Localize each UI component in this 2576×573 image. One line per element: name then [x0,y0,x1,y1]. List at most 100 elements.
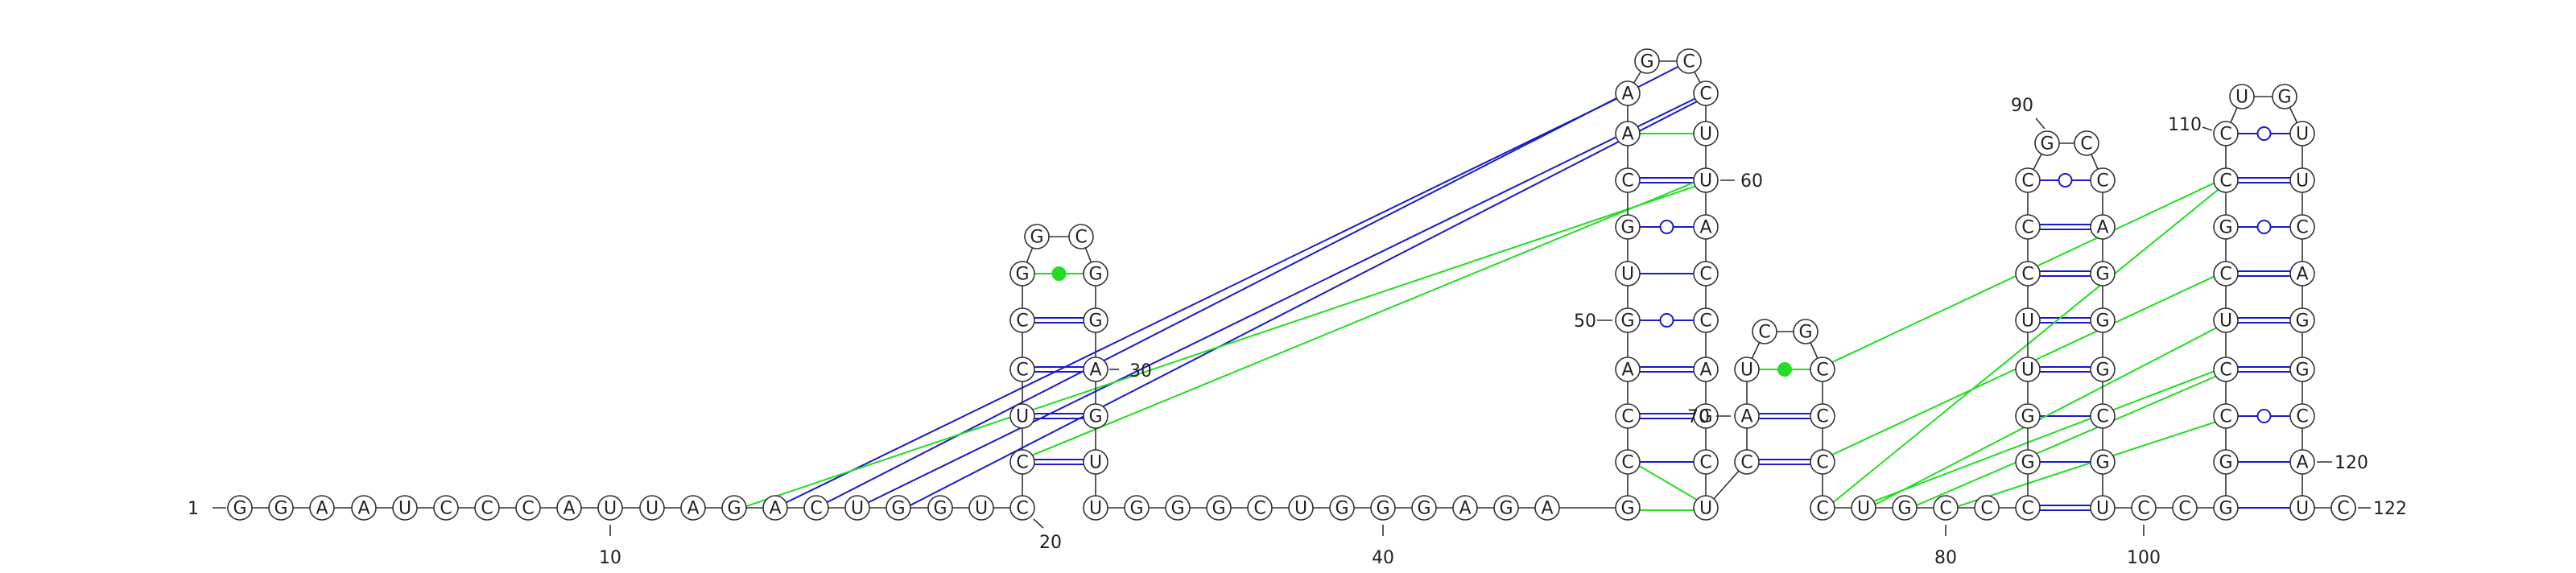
nucleotide: U [1693,167,1719,193]
base-pair-line [774,93,1629,509]
nucleotide-circle [2213,357,2239,382]
nucleotide-letter: C [2096,171,2108,192]
nucleotide: C [1009,495,1035,521]
nucleotide-letter: G [2095,453,2109,473]
position-number: 80 [1934,548,1957,568]
nucleotide-circle [392,495,418,521]
nucleotide-letter: U [975,499,988,519]
nucleotide: G [2213,214,2239,240]
nucleotide-circle [2090,495,2116,521]
base-pair-line [734,181,1707,511]
nucleotide: G [2015,403,2041,429]
nucleotide-circle [1615,80,1641,106]
nucleotide-letter: C [1621,453,1633,473]
nucleotide: G [2090,261,2116,286]
nucleotide-letter: C [2021,218,2033,238]
nucleotide-circle [1083,357,1108,382]
nucleotide: A [1534,495,1560,521]
base-pair-line [1864,321,2227,511]
nucleotide-circle [762,495,788,521]
nucleotide-circle [1009,495,1035,521]
nucleotide-circle [2034,130,2060,156]
nucleotide-letter: C [2219,171,2231,192]
nucleotide: U [1851,495,1876,521]
nucleotide: C [1676,48,1702,74]
nucleotide: G [927,495,953,521]
nucleotide-circle [1009,403,1035,429]
nucleotide-circle [1083,495,1108,521]
nucleotide-circle [2015,167,2041,193]
nucleotide: C [2213,357,2239,382]
nucleotide-circle [1793,319,1818,344]
nucleotide: C [1810,403,1835,429]
nucleotide: A [1615,80,1641,106]
nucleotide-circle [1693,495,1719,521]
nucleotide: C [1693,261,1719,286]
nucleotide-letter: G [2219,453,2232,473]
nucleotide: G [2090,357,2116,382]
nucleotide-circle [1734,403,1760,429]
gu-pair-marker [1659,220,1674,234]
nucleotide: G [2272,84,2297,109]
nucleotide-letter: C [1253,499,1265,519]
nucleotide: U [1288,495,1314,521]
number-tick [2035,117,2046,130]
nucleotide-circle [2289,495,2315,521]
nucleotide: C [2213,403,2239,429]
nucleotide-circle [1288,495,1314,521]
nucleotide-letter: G [933,499,947,519]
nucleotide-letter: G [1798,323,1812,343]
nucleotide: G [1024,224,1050,249]
nucleotide: C [474,495,500,521]
nucleotide: C [2015,495,2041,521]
base-pair-lines [734,60,2302,512]
nucleotide-letter: C [2219,361,2231,381]
nucleotide-circle [1974,495,2000,521]
nucleotide-letter: G [727,499,741,519]
nucleotide-letter: U [398,499,411,519]
nucleotide-circle [1124,495,1150,521]
nucleotide: G [1615,495,1641,521]
nucleotide-circle [2090,167,2116,193]
nucleotide: C [1009,357,1035,382]
nucleotide-circle [803,495,829,521]
nucleotide: C [515,495,541,521]
nucleotide-circle [639,495,665,521]
nucleotide: G [1615,214,1641,240]
nucleotide: U [2015,357,2041,382]
nucleotide-letter: C [1621,171,1633,192]
nucleotide-circle [2015,307,2041,333]
nucleotide-circle [2090,261,2116,286]
nucleotide-letter: G [2219,499,2232,519]
nucleotide: A [2289,261,2315,286]
nucleotide-circle [1247,495,1273,521]
nucleotide-letter: U [1699,125,1712,145]
nucleotide: U [844,495,870,521]
nucleotide-circle [433,495,459,521]
nucleotide-circle [2015,357,2041,382]
nucleotide-letter: C [2096,407,2108,427]
nucleotide-letter: U [2296,171,2309,192]
nucleotide-circle [2213,495,2239,521]
nucleotide-letter: C [2021,171,2033,192]
nucleotide-circle [1734,449,1760,475]
nucleotide-letter: C [2080,134,2092,155]
nucleotide-circle [2229,84,2255,109]
nucleotide-circle [2131,495,2157,521]
nucleotide-circle [2172,495,2198,521]
nucleotide-letter: C [1699,265,1711,285]
nucleotide-circle [1810,449,1835,475]
position-number: 40 [1372,548,1394,568]
nucleotide-circle [1693,307,1719,333]
nucleotide-letter: C [1016,453,1028,473]
nucleotide-circle [2213,261,2239,286]
nucleotide-letter: G [274,499,287,519]
nucleotide-circle [2090,449,2116,475]
nucleotide-circle [556,495,582,521]
nucleotide-letter: G [1620,499,1634,519]
nucleotide-letter: U [2235,88,2248,108]
nucleotide: G [1083,307,1108,333]
nucleotide-letter: C [1939,499,1951,519]
